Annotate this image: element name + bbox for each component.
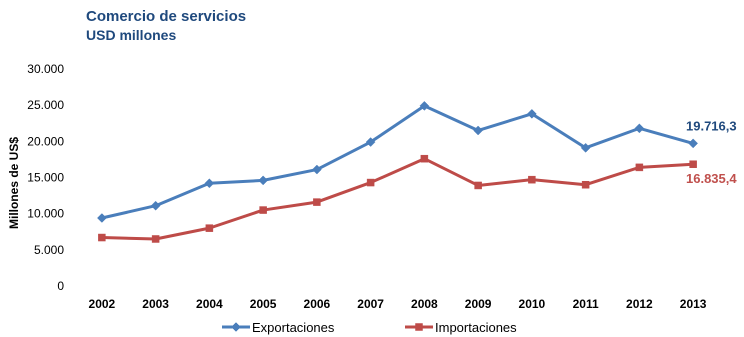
exportaciones-end-label: 19.716,3 (686, 118, 737, 133)
x-tick-label: 2005 (250, 297, 277, 311)
importaciones-line (101, 157, 694, 241)
importaciones-point (420, 154, 429, 163)
importaciones-point (151, 235, 160, 243)
x-tick-label: 2007 (357, 297, 384, 311)
importaciones-end-label: 16.835,4 (686, 171, 737, 186)
importaciones-point (259, 206, 267, 214)
importaciones-point (366, 178, 375, 187)
importaciones-point (528, 175, 536, 184)
exportaciones-point (258, 175, 268, 186)
y-tick-label: 20.000 (27, 134, 64, 148)
legend-exportaciones-marker (231, 322, 241, 332)
importaciones-point (98, 233, 106, 242)
exportaciones-point (473, 125, 483, 136)
x-tick-label: 2011 (573, 297, 599, 311)
x-tick-label: 2010 (519, 297, 546, 311)
exportaciones-point (527, 108, 537, 119)
x-tick-label: 2012 (626, 297, 653, 311)
exportaciones-point (150, 200, 161, 211)
exportaciones-point (312, 164, 322, 175)
x-tick-label: 2003 (142, 297, 169, 311)
y-axis-label: Millones de US$ (7, 137, 21, 229)
x-tick-label: 2002 (89, 297, 116, 311)
chart-title-block: Comercio de servicios USD millones (86, 7, 246, 45)
x-tick-label: 2006 (304, 297, 331, 311)
legend-exportaciones-label: Exportaciones (252, 320, 335, 335)
exportaciones-point (419, 101, 430, 111)
y-tick-label: 15.000 (27, 171, 64, 185)
exportaciones-point (97, 213, 107, 223)
legend-importaciones-marker (415, 323, 423, 331)
importaciones-point (313, 198, 321, 206)
chart-title: Comercio de servicios (86, 8, 247, 25)
importaciones-point (689, 160, 697, 168)
exportaciones-line (101, 104, 694, 220)
exportaciones-point (365, 137, 376, 147)
y-tick-label: 5.000 (34, 243, 64, 257)
x-tick-label: 2008 (411, 297, 438, 311)
x-tick-label: 2013 (680, 297, 707, 311)
x-tick-label: 2009 (465, 297, 492, 311)
exportaciones-point (580, 142, 591, 153)
exportaciones-point (634, 123, 645, 134)
importaciones-point (205, 224, 214, 232)
y-tick-label: 0 (57, 279, 64, 293)
y-tick-label: 25.000 (27, 98, 64, 112)
importaciones-point (474, 181, 482, 190)
importaciones-point (635, 163, 644, 172)
exportaciones-point (688, 138, 698, 149)
importaciones-point (581, 180, 590, 189)
chart-subtitle: USD millones (86, 27, 177, 43)
legend-importaciones-label: Importaciones (435, 320, 517, 335)
x-tick-label: 2004 (196, 297, 223, 311)
y-tick-label: 10.000 (27, 207, 64, 221)
y-tick-label: 30.000 (27, 62, 64, 76)
exportaciones-point (204, 178, 215, 189)
